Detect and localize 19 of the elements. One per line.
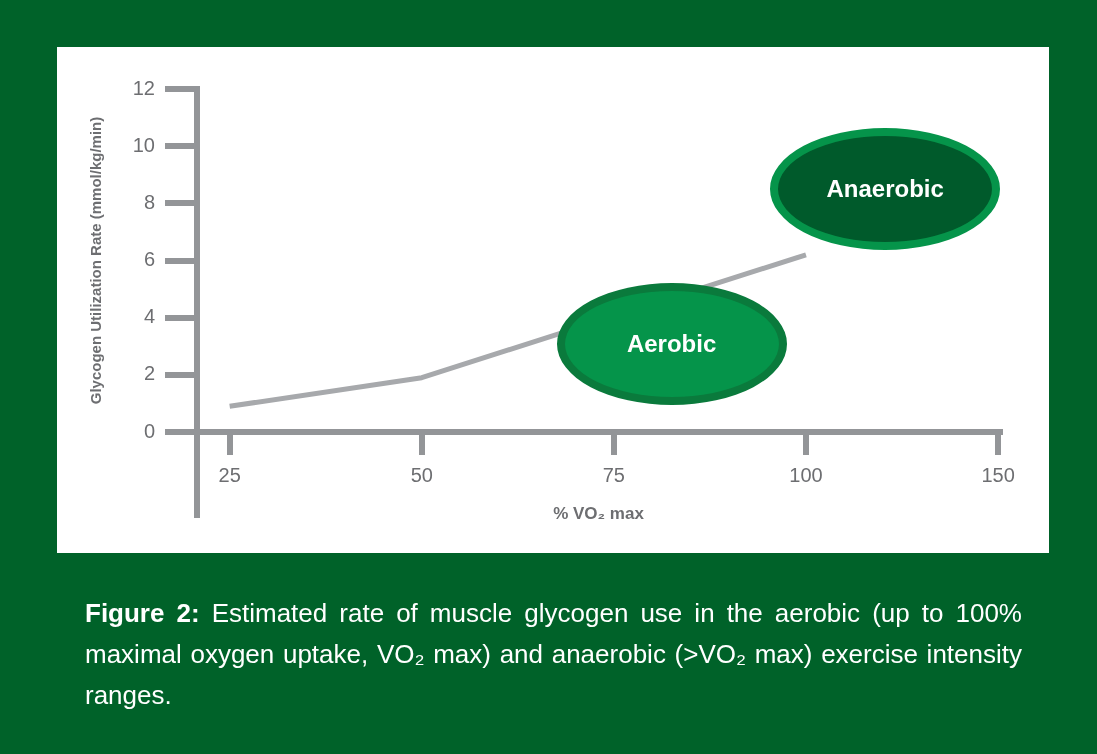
y-axis-title: Glycogen Utilization Rate (mmol/kg/min) bbox=[87, 116, 105, 405]
oval-badge: Anaerobic bbox=[770, 128, 1001, 251]
y-tick-label: 8 bbox=[143, 190, 155, 213]
x-tick-label: 150 bbox=[981, 463, 1015, 486]
y-tick-label: 4 bbox=[143, 305, 155, 328]
y-tick-label: 6 bbox=[143, 248, 155, 271]
y-tick-label: 10 bbox=[132, 133, 155, 156]
annotation: Aerobic bbox=[626, 329, 717, 357]
annotation: Anaerobic bbox=[826, 175, 944, 203]
x-axis-title: % VO₂ max bbox=[553, 504, 645, 524]
x-tick-label: 50 bbox=[410, 463, 433, 486]
y-tick-label: 0 bbox=[143, 419, 155, 442]
y-tick-label: 12 bbox=[132, 76, 155, 99]
x-tick-label: 25 bbox=[218, 463, 241, 486]
x-tick-label: 100 bbox=[789, 463, 823, 486]
y-tick-label: 2 bbox=[143, 362, 155, 385]
oval-badge: Aerobic bbox=[556, 282, 787, 405]
x-tick-label: 75 bbox=[602, 463, 625, 486]
caption: Figure 2: Estimated rate of muscle glycogen use in the aerobic (up to 100% maximal oxygen uptake, VO₂ max) and anaerobic (>VO₂ max) exercise intensity ranges. bbox=[85, 598, 1022, 710]
